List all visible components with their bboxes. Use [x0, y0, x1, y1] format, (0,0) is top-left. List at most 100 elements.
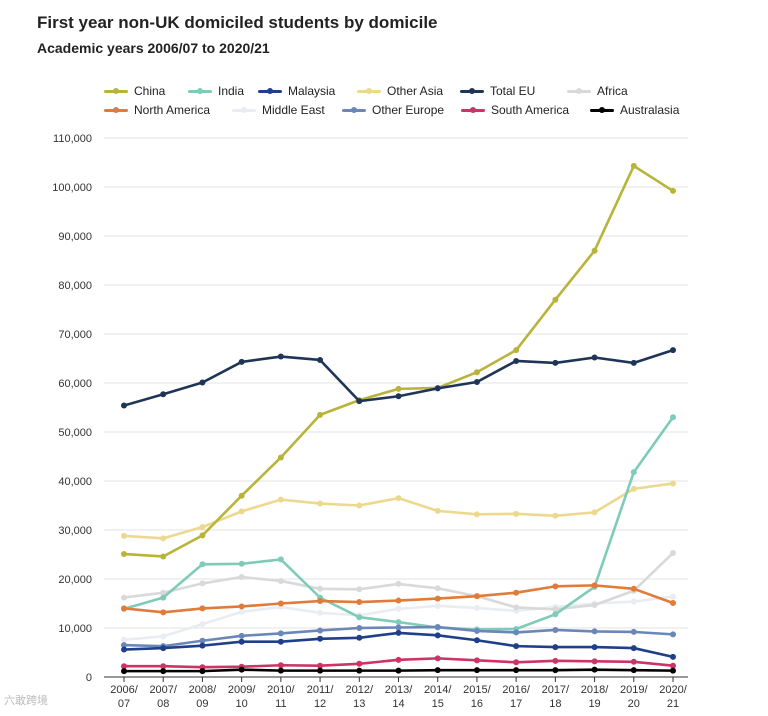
- data-point-south-america: [630, 658, 637, 665]
- chart-subtitle: Academic years 2006/07 to 2020/21: [37, 40, 270, 56]
- legend-swatch: [258, 86, 282, 96]
- data-point-other-europe: [473, 627, 480, 634]
- data-point-malaysia: [121, 646, 127, 653]
- data-point-total-eu: [277, 353, 284, 360]
- y-tick-label: 60,000: [58, 378, 92, 390]
- data-point-total-eu: [317, 356, 324, 363]
- legend-label: Africa: [597, 84, 628, 98]
- data-point-middle-east: [473, 604, 480, 611]
- data-point-north-america: [630, 585, 637, 592]
- y-tick-label: 80,000: [58, 280, 92, 292]
- data-point-north-america: [552, 583, 559, 590]
- data-point-south-america: [591, 658, 598, 665]
- data-point-north-america: [317, 598, 324, 605]
- data-point-north-america: [356, 599, 363, 606]
- data-point-middle-east: [199, 621, 206, 628]
- x-tick-label: 2013/: [385, 684, 413, 696]
- data-point-malaysia: [238, 638, 245, 645]
- data-point-other-europe: [121, 642, 127, 649]
- data-point-australasia: [121, 668, 127, 675]
- legend-swatch: [232, 105, 256, 115]
- data-point-south-america: [513, 659, 520, 666]
- data-point-other-asia: [552, 512, 559, 519]
- legend-label: Middle East: [262, 103, 325, 117]
- data-point-total-eu: [591, 354, 598, 361]
- data-point-africa: [238, 574, 245, 581]
- data-point-malaysia: [160, 645, 167, 652]
- legend-item: Other Asia: [357, 84, 443, 98]
- data-point-africa: [670, 550, 676, 557]
- data-point-australasia: [277, 667, 284, 674]
- data-point-other-asia: [199, 524, 206, 531]
- data-point-other-asia: [591, 509, 598, 516]
- data-point-australasia: [434, 667, 441, 674]
- data-point-other-europe: [591, 628, 598, 635]
- legend-swatch: [342, 105, 366, 115]
- data-point-south-america: [395, 656, 402, 663]
- data-point-north-america: [670, 600, 676, 607]
- data-point-china: [552, 296, 559, 303]
- data-point-australasia: [160, 668, 167, 675]
- legend-item: Australasia: [590, 103, 679, 117]
- data-point-north-america: [395, 597, 402, 604]
- x-tick-label: 12: [314, 698, 326, 710]
- data-point-other-asia: [238, 508, 245, 515]
- data-point-malaysia: [630, 645, 637, 652]
- data-point-north-america: [591, 582, 598, 589]
- data-point-middle-east: [238, 608, 245, 615]
- x-tick-label: 18: [549, 698, 561, 710]
- y-tick-label: 100,000: [52, 182, 92, 194]
- data-point-india: [199, 561, 206, 568]
- x-tick-label: 11: [275, 698, 286, 710]
- data-point-south-america: [670, 662, 676, 669]
- data-point-africa: [356, 586, 363, 593]
- data-point-other-asia: [473, 511, 480, 518]
- data-point-other-asia: [356, 502, 363, 509]
- legend-label: China: [134, 84, 166, 98]
- data-point-other-asia: [395, 495, 402, 502]
- y-tick-label: 70,000: [58, 329, 92, 341]
- legend-swatch: [461, 105, 485, 115]
- x-tick-label: 20: [628, 698, 640, 710]
- data-point-malaysia: [317, 635, 324, 642]
- legend-label: Malaysia: [288, 84, 336, 98]
- data-point-africa: [277, 577, 284, 584]
- x-tick-label: 2012/: [346, 684, 374, 696]
- legend-swatch: [188, 86, 212, 96]
- data-point-other-europe: [395, 624, 402, 631]
- data-point-malaysia: [591, 644, 598, 651]
- legend-item: North America: [104, 103, 210, 117]
- data-point-china: [630, 162, 637, 169]
- data-point-india: [395, 619, 402, 626]
- data-point-south-america: [356, 660, 363, 667]
- legend-item: Malaysia: [258, 84, 335, 98]
- data-point-total-eu: [434, 385, 441, 392]
- data-point-total-eu: [630, 359, 637, 366]
- legend-item: Total EU: [460, 84, 535, 98]
- data-point-total-eu: [395, 393, 402, 400]
- x-tick-label: 2017/: [542, 684, 570, 696]
- x-tick-label: 14: [392, 698, 404, 710]
- data-point-south-america: [160, 663, 167, 670]
- data-point-other-europe: [238, 632, 245, 639]
- legend-label: Other Europe: [372, 103, 445, 117]
- data-point-middle-east: [670, 593, 676, 600]
- data-point-australasia: [670, 667, 676, 674]
- data-point-malaysia: [277, 638, 284, 645]
- x-tick-label: 2010/: [267, 684, 295, 696]
- data-point-china: [277, 454, 284, 461]
- data-point-middle-east: [434, 602, 441, 609]
- legend-item: China: [104, 84, 165, 98]
- data-point-other-asia: [513, 510, 520, 517]
- chart-title: First year non-UK domiciled students by …: [37, 13, 438, 32]
- data-point-australasia: [513, 667, 520, 674]
- data-point-other-asia: [160, 535, 167, 542]
- data-point-australasia: [630, 667, 637, 674]
- data-point-africa: [395, 580, 402, 587]
- legend-item: Africa: [567, 84, 628, 98]
- y-tick-label: 0: [86, 672, 92, 684]
- data-point-other-asia: [121, 532, 127, 539]
- data-point-north-america: [160, 609, 167, 616]
- y-tick-label: 10,000: [58, 623, 92, 635]
- y-tick-label: 50,000: [58, 427, 92, 439]
